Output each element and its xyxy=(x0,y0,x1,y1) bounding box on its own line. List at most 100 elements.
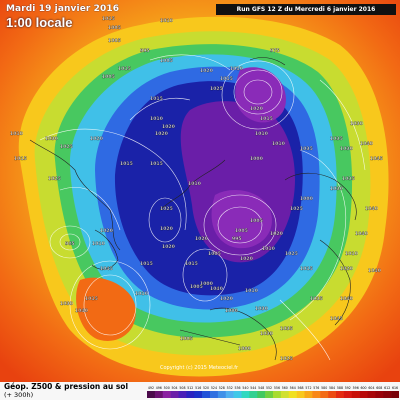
legend-label: 548 xyxy=(258,386,264,390)
legend-label: 524 xyxy=(211,386,217,390)
legend-label: 600 xyxy=(361,386,367,390)
pressure-label: 1015 xyxy=(150,161,163,167)
pressure-label: 1020 xyxy=(270,231,283,237)
pressure-label: 1010 xyxy=(160,18,173,24)
pressure-label: 1015 xyxy=(118,66,131,72)
legend-swatch xyxy=(265,391,274,398)
legend-label: 580 xyxy=(321,386,327,390)
pressure-label: 1010 xyxy=(272,141,285,147)
pressure-label: 1020 xyxy=(195,236,208,242)
pressure-label: 1025 xyxy=(160,206,173,212)
legend-swatch xyxy=(154,391,164,398)
pressure-label: 1010 xyxy=(135,291,148,297)
legend-label: 608 xyxy=(376,386,382,390)
pressure-label: 1040 xyxy=(210,286,223,292)
pressure-label: 1045 xyxy=(330,316,343,322)
legend-swatch xyxy=(320,391,329,398)
pressure-label: 1015 xyxy=(150,96,163,102)
legend-swatch xyxy=(249,391,258,398)
pressure-label: 1005 xyxy=(235,228,248,234)
pressure-label: 1015 xyxy=(120,161,133,167)
legend-swatch xyxy=(202,391,211,398)
pressure-label: 1005 xyxy=(102,74,115,80)
pressure-label: 975 xyxy=(270,48,280,54)
z500-low-magenta-2 xyxy=(211,190,272,249)
legend-label: 604 xyxy=(368,386,374,390)
legend-label: 516 xyxy=(195,386,201,390)
legend-swatch xyxy=(186,391,195,398)
legend-swatch xyxy=(170,391,179,398)
legend-label: 556 xyxy=(274,386,280,390)
pressure-label: 1010 xyxy=(150,116,163,122)
pressure-label: 1020 xyxy=(250,106,263,112)
pressure-label: 1000 xyxy=(225,308,238,314)
legend-swatch xyxy=(257,391,266,398)
legend-swatch xyxy=(273,391,282,398)
run-info-banner: Run GFS 12 Z du Mercredi 6 janvier 2016 xyxy=(216,4,396,15)
legend-swatch xyxy=(288,391,297,398)
pressure-label: 1035 xyxy=(330,136,343,142)
legend-label: 584 xyxy=(329,386,335,390)
pressure-label: 995 xyxy=(140,48,150,54)
pressure-label: 1015 xyxy=(260,116,273,122)
legend-label: 612 xyxy=(384,386,390,390)
pressure-label: 1020 xyxy=(340,266,353,272)
pressure-label: 1020 xyxy=(162,124,175,130)
pressure-label: 1015 xyxy=(300,266,313,272)
pressure-label: 1040 xyxy=(360,141,373,147)
pressure-label: 1015 xyxy=(185,261,198,267)
pressure-label: 1000 xyxy=(250,156,263,162)
legend-label: 616 xyxy=(392,386,398,390)
legend-swatch xyxy=(178,391,187,398)
legend-label: 504 xyxy=(172,386,178,390)
legend-label: 492 xyxy=(148,386,154,390)
forecast-date: Mardi 19 janvier 2016 xyxy=(6,4,120,14)
pressure-label: 1005 xyxy=(190,284,203,290)
pressure-label: 1005 xyxy=(108,38,121,44)
pressure-label: 1045 xyxy=(100,266,113,272)
pressure-label: 1010 xyxy=(92,241,105,247)
legend-swatch xyxy=(280,391,290,398)
legend-swatch xyxy=(351,391,360,398)
pressure-label: 1005 xyxy=(108,25,121,31)
pressure-label: 1010 xyxy=(345,251,358,257)
legend-label: 588 xyxy=(337,386,343,390)
pressure-label: 1035 xyxy=(300,146,313,152)
pressure-label: 1015 xyxy=(140,261,153,267)
pressure-label: 1040 xyxy=(355,231,368,237)
pressure-label: 1020 xyxy=(162,244,175,250)
legend-swatch xyxy=(359,391,368,398)
legend-label: 500 xyxy=(164,386,170,390)
legend-label: 496 xyxy=(156,386,162,390)
pressure-label: 1040 xyxy=(340,296,353,302)
legend-label: 532 xyxy=(227,386,233,390)
pressure-label: 1045 xyxy=(370,156,383,162)
pressure-label: 1020 xyxy=(90,136,103,142)
pressure-labels: 1015100510101005995100510151005102010151… xyxy=(10,16,383,362)
pressure-label: 1020 xyxy=(200,68,213,74)
pressure-label: 1020 xyxy=(100,228,113,234)
pressure-label: 1025 xyxy=(210,86,223,92)
pressure-label: 1025 xyxy=(285,251,298,257)
legend-swatch xyxy=(312,391,321,398)
pressure-label: 1015 xyxy=(102,16,115,22)
pressure-label: 1035 xyxy=(342,176,355,182)
legend-label: 560 xyxy=(282,386,288,390)
legend-swatch xyxy=(375,391,384,398)
pressure-label: 1040 xyxy=(368,268,381,274)
legend-label: 576 xyxy=(313,386,319,390)
legend-swatch xyxy=(296,391,305,398)
pressure-label: 1015 xyxy=(14,156,27,162)
legend-label: 508 xyxy=(179,386,185,390)
legend-swatch xyxy=(210,391,219,398)
legend-swatch xyxy=(147,391,156,398)
pressure-label: 1005 xyxy=(180,336,193,342)
copyright-notice: Copyright (c) 2015 Meteociel.fr xyxy=(160,365,239,371)
legend-label: 596 xyxy=(353,386,359,390)
legend-swatch xyxy=(343,391,353,398)
pressure-label: 1000 xyxy=(200,281,213,287)
legend-swatch xyxy=(162,391,171,398)
legend-swatch xyxy=(241,391,250,398)
pressure-label: 1005 xyxy=(250,218,263,224)
